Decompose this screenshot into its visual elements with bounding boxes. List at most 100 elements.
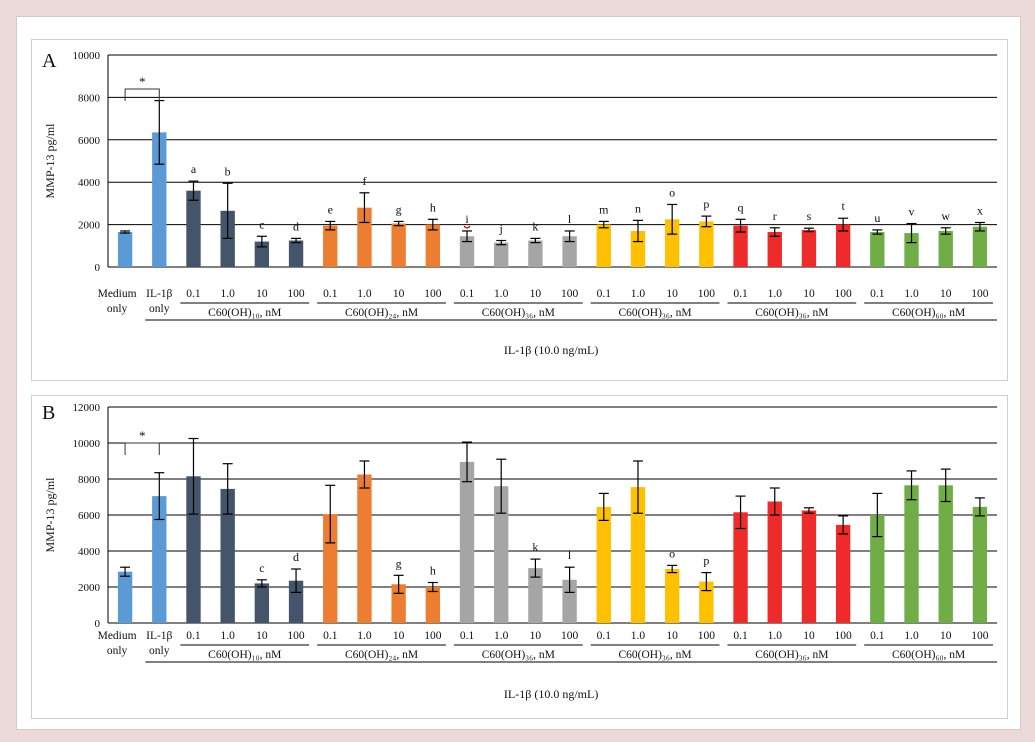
- dose-label: 1.0: [631, 288, 646, 300]
- dose-label: 1.0: [220, 630, 235, 642]
- control-label: only: [107, 303, 128, 315]
- significance-letter: r: [773, 209, 777, 223]
- dose-label: 10: [940, 288, 952, 300]
- dose-label: 10: [803, 630, 815, 642]
- significance-star: *: [139, 428, 146, 443]
- dose-label: 0.1: [597, 288, 612, 300]
- significance-letter: j: [499, 222, 503, 236]
- dose-label: 100: [835, 288, 853, 300]
- y-tick-label: 12000: [73, 402, 101, 414]
- y-tick-label: 2000: [78, 220, 101, 232]
- dose-label: 100: [698, 288, 716, 300]
- dose-label: 0.1: [323, 288, 338, 300]
- significance-letter: n: [635, 201, 641, 215]
- dose-label: 0.1: [460, 630, 475, 642]
- significance-letter: w: [941, 209, 950, 223]
- dose-label: 100: [424, 288, 442, 300]
- dose-label: 0.1: [870, 288, 885, 300]
- significance-letter: s: [807, 209, 812, 223]
- bar: [938, 485, 953, 623]
- bar: [117, 571, 133, 623]
- significance-letter: b: [225, 164, 231, 178]
- x-axis-label: IL-1β (10.0 ng/mL): [504, 687, 598, 701]
- panel-label: B: [42, 402, 55, 424]
- dose-label: 0.1: [597, 630, 612, 642]
- significance-letter: p: [703, 554, 709, 568]
- y-tick-label: 10000: [73, 50, 101, 62]
- significance-bracket: [124, 442, 160, 455]
- control-label: only: [149, 645, 170, 657]
- bar: [733, 512, 748, 623]
- bar: [152, 496, 167, 623]
- y-tick-label: 6000: [78, 510, 101, 522]
- group-label: C60(OH)₂₄, nM: [345, 649, 418, 661]
- significance-letter: o: [669, 546, 675, 560]
- dose-label: 10: [256, 288, 268, 300]
- bar: [323, 514, 338, 623]
- chart-a-svg: A 0 2000 4000 6000 8000 10000 MMP-13 pg/ml a b c d e…: [42, 50, 997, 357]
- dose-label: 10: [256, 630, 268, 642]
- dose-label: 1.0: [357, 630, 372, 642]
- bar: [904, 233, 919, 267]
- dose-label: 10: [940, 630, 952, 642]
- bar: [391, 584, 406, 623]
- y-axis-label: MMP-13 pg/ml: [43, 123, 57, 199]
- bar: [220, 488, 235, 623]
- y-tick-label: 6000: [78, 135, 101, 147]
- significance-bracket: [124, 88, 160, 101]
- group-label: C60(OH)₃₆, nM: [482, 649, 555, 661]
- dose-label: 100: [561, 288, 579, 300]
- significance-letter: c: [259, 217, 264, 231]
- bar: [972, 506, 988, 623]
- significance-letter: i: [465, 212, 469, 226]
- y-tick-label: 2000: [78, 582, 101, 594]
- dose-label: 100: [971, 288, 989, 300]
- bar: [357, 474, 372, 623]
- significance-letter: p: [703, 197, 709, 211]
- group-label: C60(OH)₃₆, nM: [618, 649, 691, 661]
- control-label: only: [149, 303, 170, 315]
- dose-label: 1.0: [357, 288, 372, 300]
- dose-label: 100: [971, 630, 989, 642]
- significance-letter: g: [396, 556, 402, 570]
- bar: [596, 506, 611, 623]
- bar: [117, 232, 133, 267]
- significance-letter: o: [669, 185, 675, 199]
- significance-letter: l: [568, 548, 572, 562]
- dose-label: 10: [530, 288, 542, 300]
- bar: [186, 476, 201, 623]
- dose-label: 1.0: [768, 288, 783, 300]
- bar: [870, 232, 885, 267]
- group-label: C60(OH)₃₆, nM: [618, 307, 691, 319]
- bar: [254, 583, 270, 623]
- bar: [664, 569, 680, 623]
- dose-label: 1.0: [494, 288, 509, 300]
- bar: [562, 579, 577, 623]
- significance-letter: l: [568, 212, 572, 226]
- bar: [699, 581, 714, 623]
- bar: [630, 487, 646, 623]
- bar: [391, 223, 406, 267]
- bar: [904, 485, 919, 623]
- dose-label: 0.1: [870, 630, 885, 642]
- bar: [835, 524, 851, 623]
- group-label: C60(OH)₃₆, nM: [482, 307, 555, 319]
- letter-mark: [463, 225, 471, 229]
- group-label: C60(OH)₁₀, nM: [208, 307, 281, 319]
- dose-label: 100: [561, 630, 579, 642]
- dose-label: 100: [698, 630, 716, 642]
- dose-label: 10: [530, 630, 542, 642]
- significance-letter: q: [738, 200, 744, 214]
- bar: [562, 236, 577, 267]
- group-label: C60(OH)₃₆, nM: [755, 649, 828, 661]
- bar: [494, 486, 509, 623]
- significance-letter: v: [909, 205, 915, 219]
- bar: [664, 219, 680, 267]
- bar: [801, 510, 817, 623]
- group-label: C60(OH)₃₆, nM: [755, 307, 828, 319]
- significance-letter: x: [977, 203, 983, 217]
- bar: [186, 190, 201, 267]
- panel-label: A: [42, 50, 57, 72]
- bar: [767, 232, 782, 267]
- bar: [938, 230, 953, 267]
